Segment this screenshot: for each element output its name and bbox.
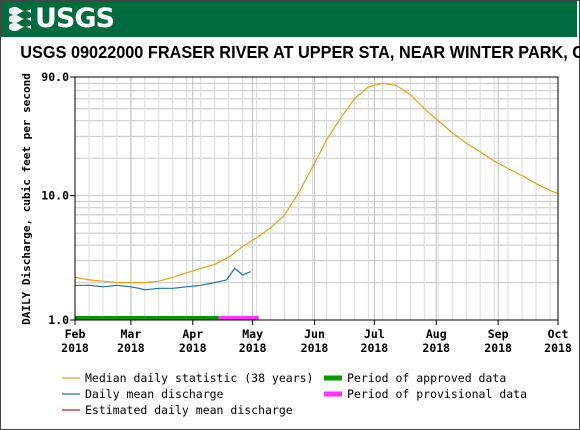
x-tick-year-6: 2018 — [422, 341, 450, 355]
usgs-logo[interactable]: USGS — [7, 3, 115, 34]
legend-label-4: Period of provisional data — [347, 387, 527, 401]
legend-label-1: Daily mean discharge — [85, 387, 224, 401]
usgs-logo-icon — [9, 7, 31, 31]
x-tick-month-5: Jul — [364, 327, 385, 341]
x-tick-year-7: 2018 — [484, 341, 512, 355]
x-tick-year-8: 2018 — [544, 341, 572, 355]
y-tick-label-1: 10.0 — [41, 189, 69, 203]
y-tick-label-2: 90.0 — [41, 70, 69, 84]
axes: 1.0 10.0 90.0 DAILY Discharge, cubic feet p… — [20, 70, 572, 355]
x-tick-month-0: Feb — [65, 327, 86, 341]
x-tick-month-2: Apr — [182, 327, 203, 341]
x-tick-year-5: 2018 — [361, 341, 389, 355]
x-tick-year-4: 2018 — [301, 341, 329, 355]
x-tick-month-7: Sep — [488, 327, 509, 341]
legend-label-2: Estimated daily mean discharge — [85, 403, 293, 417]
x-tick-month-8: Oct — [548, 327, 569, 341]
x-tick-month-4: Jun — [304, 327, 325, 341]
x-tick-year-2: 2018 — [179, 341, 207, 355]
legend: Median daily statistic (38 years) Daily m… — [62, 371, 527, 417]
x-tick-year-3: 2018 — [239, 341, 267, 355]
chart-title: USGS 09022000 FRASER RIVER AT UPPER STA,… — [20, 42, 580, 62]
series-line-1 — [75, 267, 251, 291]
y-axis-label: DAILY Discharge, cubic feet per second — [20, 73, 33, 325]
y-tick-label-0: 1.0 — [48, 313, 69, 327]
usgs-logo-text: USGS — [35, 3, 115, 34]
period-bars — [75, 316, 259, 320]
x-tick-year-1: 2018 — [117, 341, 145, 355]
x-tick-month-6: Aug — [426, 327, 447, 341]
period-bar-0 — [75, 316, 219, 320]
plot-border — [74, 76, 559, 321]
series-layer — [75, 82, 558, 291]
legend-label-0: Median daily statistic (38 years) — [85, 371, 313, 385]
period-bar-1 — [218, 316, 259, 320]
x-tick-year-0: 2018 — [61, 341, 89, 355]
legend-label-3: Period of approved data — [347, 371, 506, 385]
x-tick-month-1: Mar — [120, 327, 141, 341]
usgs-banner: USGS — [1, 1, 577, 37]
series-line-0 — [75, 82, 558, 284]
grid — [74, 76, 559, 321]
x-tick-month-3: May — [242, 327, 263, 341]
